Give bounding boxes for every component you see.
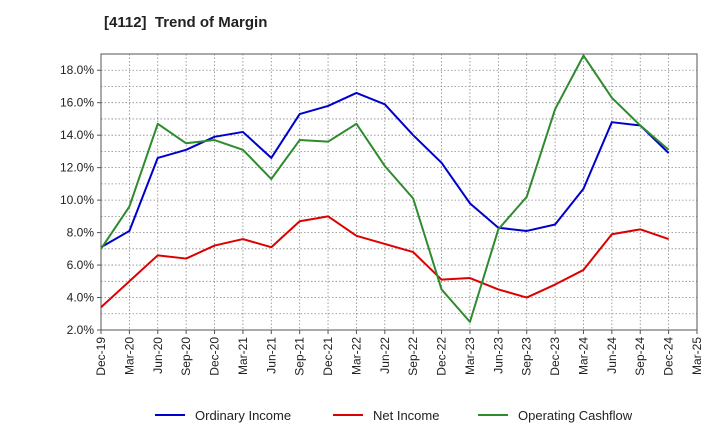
x-tick-label: Jun-20 [151,337,165,374]
y-tick-label: 2.0% [67,323,95,337]
x-tick-label: Sep-22 [406,337,420,376]
series-line-ordinary-income [100,91,670,249]
plot-area [101,54,697,330]
grid-lines [101,54,697,330]
x-tick-label: Dec-21 [321,337,335,376]
x-tick-label: Dec-19 [94,337,108,376]
x-tick-label: Mar-22 [349,337,363,375]
y-tick-label: 6.0% [67,258,95,272]
x-tick-label: Dec-22 [435,337,449,376]
x-axis: Dec-19 Mar-20 Jun-20 Sep-20 Dec-20 Mar-21 Jun-… [94,330,704,376]
x-tick-label: Sep-21 [293,337,307,376]
y-axis: 2.0% 4.0% 6.0% 8.0% 10.0% 12.0% 14.0% 16.0% 18.0… [60,63,101,337]
legend: Ordinary Income Net Income Operating Cashf… [155,408,633,423]
x-tick-label: Sep-20 [179,337,193,376]
x-tick-label: Jun-21 [264,337,278,374]
y-tick-label: 12.0% [60,161,94,175]
x-tick-label: Sep-23 [520,337,534,376]
x-tick-label: Mar-23 [463,337,477,375]
legend-label-net-income: Net Income [373,408,439,423]
x-tick-label: Mar-21 [236,337,250,375]
x-tick-label: Mar-24 [576,337,590,375]
series-line-operating-cashflow [100,54,670,323]
x-tick-label: Jun-24 [605,337,619,374]
series-line-net-income [100,215,669,309]
x-tick-label: Mar-25 [690,337,704,375]
y-tick-label: 14.0% [60,128,94,142]
chart-title: [4112] Trend of Margin [104,14,268,31]
y-tick-label: 4.0% [67,291,95,305]
x-tick-label: Dec-24 [662,337,676,376]
x-tick-label: Dec-20 [208,337,222,376]
series-lines [100,54,670,323]
y-tick-label: 16.0% [60,96,94,110]
y-tick-label: 8.0% [67,226,95,240]
y-tick-label: 18.0% [60,63,94,77]
x-tick-label: Jun-22 [378,337,392,374]
legend-label-operating-cashflow: Operating Cashflow [518,408,633,423]
legend-label-ordinary-income: Ordinary Income [195,408,291,423]
y-tick-label: 10.0% [60,193,94,207]
x-tick-label: Sep-24 [633,337,647,376]
plot-frame [100,53,698,331]
x-tick-label: Jun-23 [491,337,505,374]
x-tick-label: Mar-20 [122,337,136,375]
x-tick-label: Dec-23 [548,337,562,376]
